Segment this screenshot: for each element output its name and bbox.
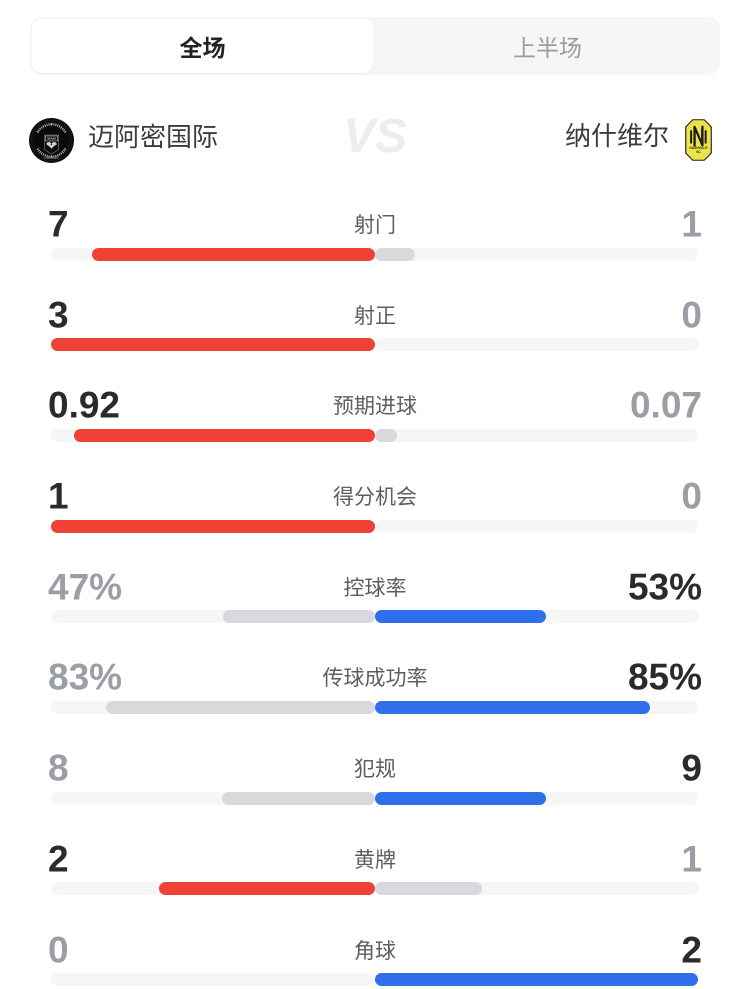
svg-text:SC: SC: [696, 150, 701, 154]
svg-text:MIAMI: MIAMI: [47, 137, 56, 141]
svg-text:NASHVILLE: NASHVILLE: [690, 146, 708, 150]
svg-text:MWK1995: MWK1995: [45, 158, 59, 160]
